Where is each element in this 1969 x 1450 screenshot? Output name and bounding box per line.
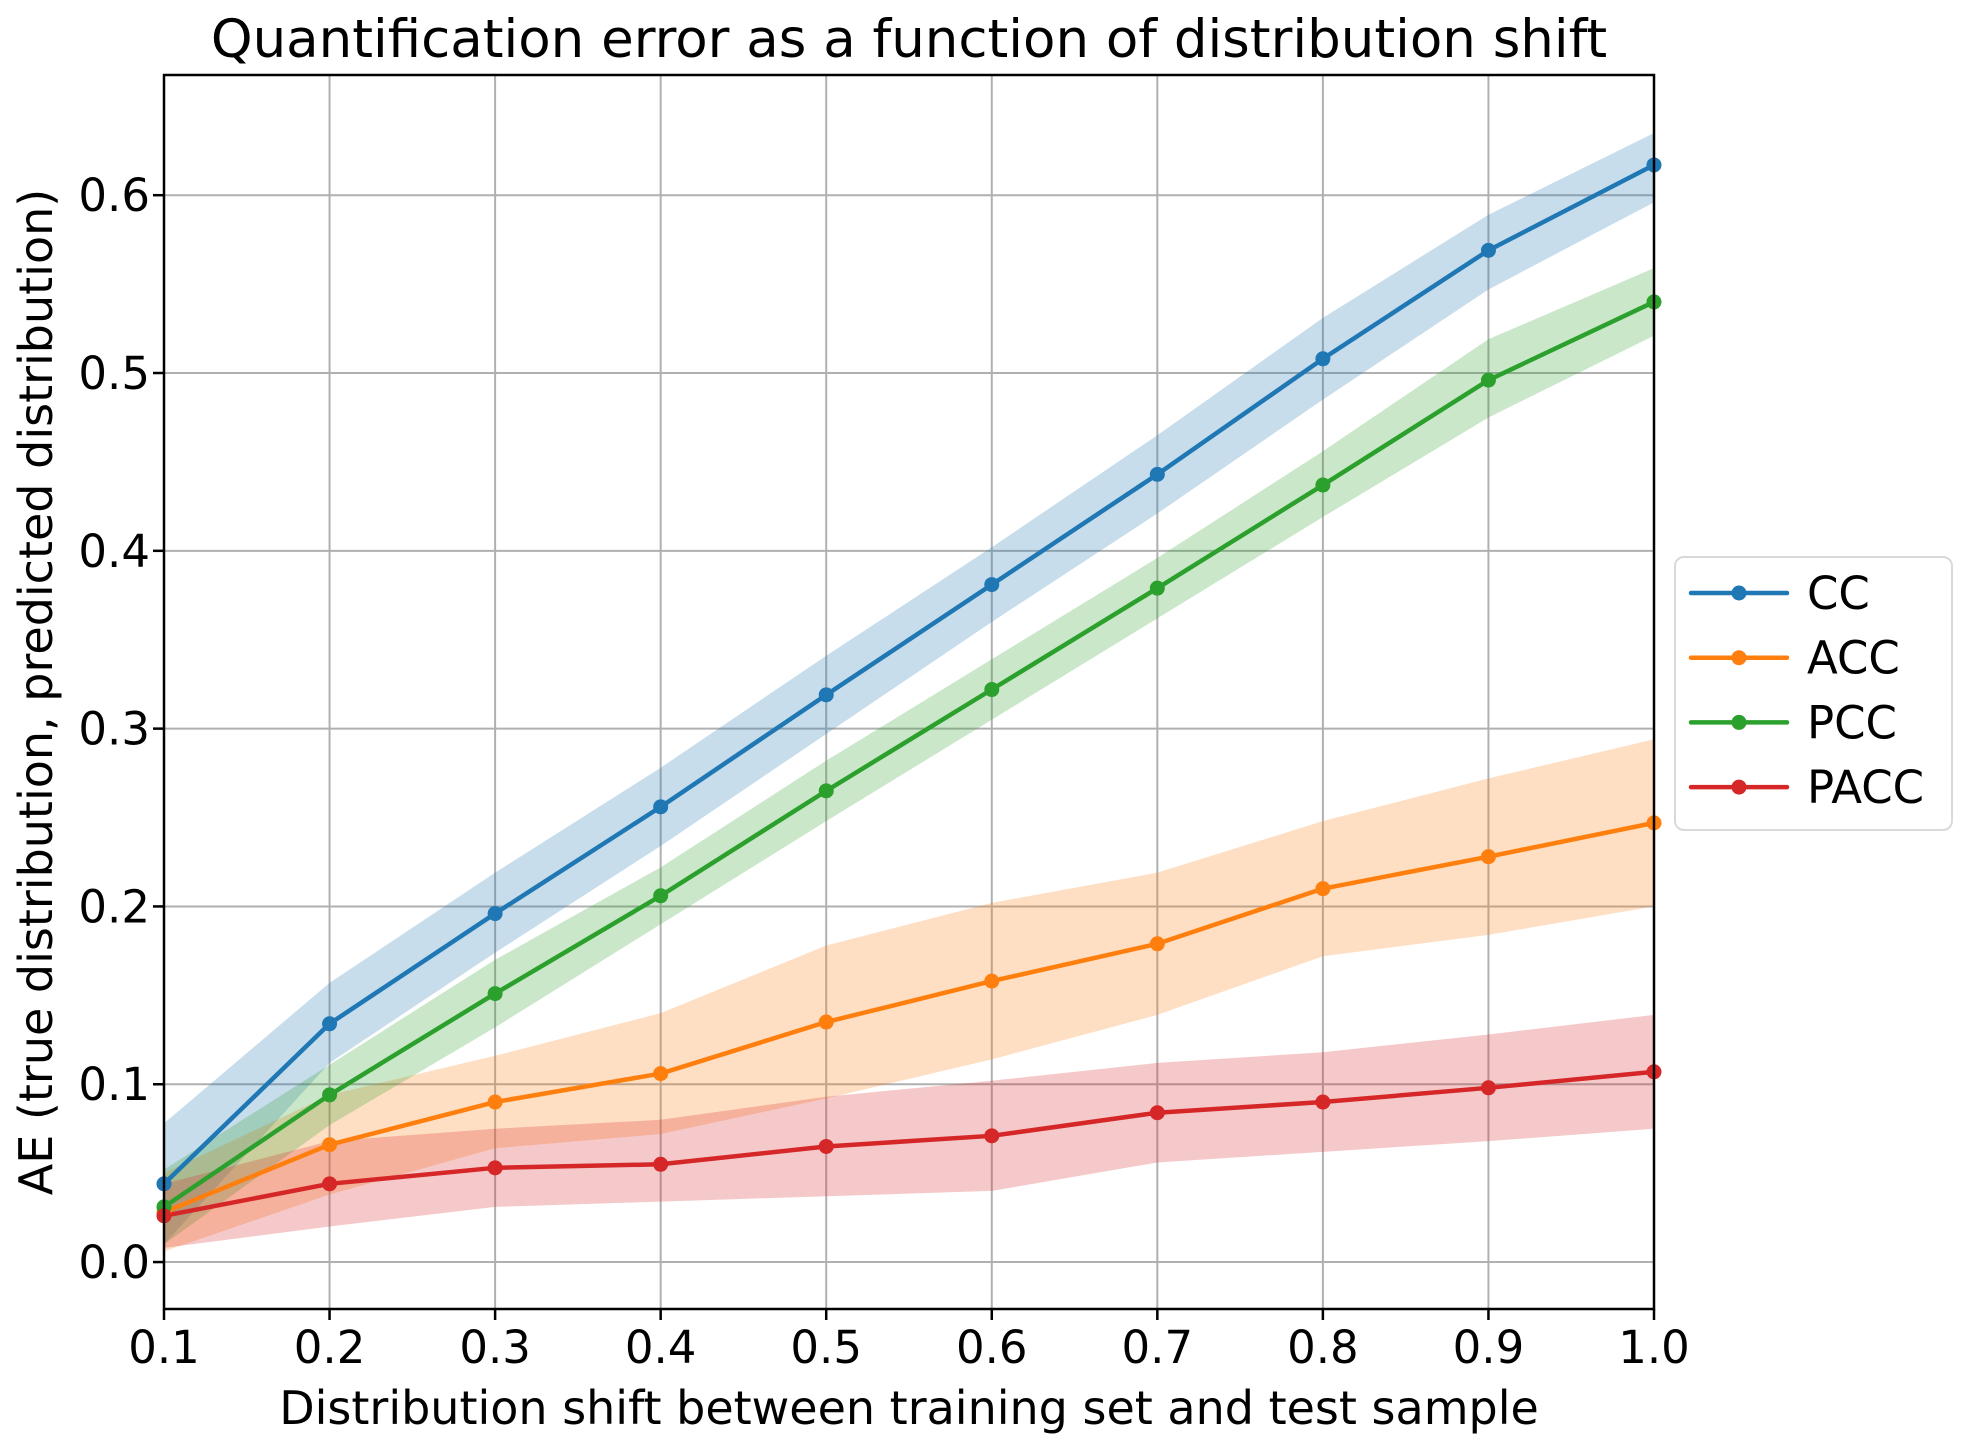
legend-label-PACC: PACC: [1807, 761, 1924, 814]
y-tick-label-0.5: 0.5: [78, 347, 150, 400]
x-tick-label-0.5: 0.5: [790, 1321, 862, 1374]
legend-marker-CC: [1731, 585, 1747, 601]
series-ACC-point-5: [984, 973, 1000, 989]
series-PACC-point-7: [1315, 1094, 1331, 1110]
legend-label-PCC: PCC: [1807, 696, 1897, 749]
series-PCC-point-7: [1315, 477, 1331, 493]
y-tick-label-0.6: 0.6: [78, 169, 150, 222]
series-PCC-point-5: [984, 682, 1000, 698]
y-tick-label-0.2: 0.2: [78, 880, 150, 933]
series-PACC-line: [161, 1069, 1657, 1219]
y-tick-label-0.0: 0.0: [78, 1236, 150, 1289]
legend-marker-PCC: [1731, 714, 1747, 730]
series-ACC-point-4: [818, 1014, 834, 1030]
lines-group: [161, 162, 1657, 1219]
spines-group: [162, 73, 1656, 1311]
ticks-group: [153, 193, 1656, 1320]
x-tick-label-0.1: 0.1: [128, 1321, 200, 1374]
y-tick-label-0.1: 0.1: [78, 1058, 150, 1111]
series-PCC-point-3: [653, 888, 669, 904]
series-PCC-point-6: [1149, 580, 1165, 596]
series-PACC-point-6: [1149, 1105, 1165, 1121]
x-tick-label-0.8: 0.8: [1287, 1321, 1359, 1374]
series-PCC-point-1: [322, 1087, 338, 1103]
series-ACC-point-8: [1480, 849, 1496, 865]
y-axis-label: AE (true distribution, predicted distrib…: [9, 189, 63, 1195]
tick-labels-group: 0.1 0.2 0.3 0.4 0.5 0.6 0.7 0.8 0.9 1.0 0.0 0.1 0.2 0…: [78, 169, 1689, 1374]
x-tick-label-0.7: 0.7: [1122, 1321, 1194, 1374]
series-PACC-point-2: [487, 1160, 503, 1176]
series-PACC-point-5: [984, 1128, 1000, 1144]
series-ACC-point-1: [322, 1137, 338, 1153]
x-tick-label-0.3: 0.3: [459, 1321, 531, 1374]
series-PCC-point-4: [818, 783, 834, 799]
series-CC-point-5: [984, 577, 1000, 593]
legend: CC ACC PCC PACC: [1674, 556, 1953, 831]
y-tick-label-0.3: 0.3: [78, 703, 150, 756]
axes-box: [162, 73, 1656, 1311]
series-CC-point-8: [1480, 242, 1496, 258]
series-PACC-point-4: [818, 1138, 834, 1154]
y-tick-label-0.4: 0.4: [78, 525, 150, 578]
chart-title: Quantification error as a function of di…: [211, 9, 1607, 70]
series-PCC-point-8: [1480, 372, 1496, 388]
series-CC-point-2: [487, 906, 503, 922]
legend-marker-ACC: [1731, 650, 1747, 666]
series-PACC-band: [164, 1014, 1654, 1248]
series-ACC-band: [164, 739, 1654, 1252]
x-tick-label-0.6: 0.6: [956, 1321, 1028, 1374]
legend-marker-PACC: [1731, 779, 1747, 795]
x-axis-label: Distribution shift between training set …: [279, 1381, 1539, 1435]
legend-label-CC: CC: [1807, 567, 1870, 620]
series-CC-point-4: [818, 687, 834, 703]
x-tick-label-0.2: 0.2: [294, 1321, 366, 1374]
series-CC-point-6: [1149, 466, 1165, 482]
series-PCC-line: [161, 299, 1657, 1210]
series-PACC-point-3: [653, 1156, 669, 1172]
series-ACC-point-3: [653, 1066, 669, 1082]
series-CC-point-7: [1315, 351, 1331, 367]
series-PACC-point-1: [322, 1176, 338, 1192]
series-ACC-point-2: [487, 1094, 503, 1110]
legend-box: [1674, 556, 1953, 831]
series-PCC-point-2: [487, 986, 503, 1002]
x-tick-label-0.4: 0.4: [625, 1321, 697, 1374]
series-CC-point-3: [653, 799, 669, 815]
series-ACC-point-7: [1315, 881, 1331, 897]
series-ACC-point-6: [1149, 936, 1165, 952]
x-tick-label-1.0: 1.0: [1618, 1321, 1690, 1374]
x-tick-label-0.9: 0.9: [1453, 1321, 1525, 1374]
series-CC-band: [164, 132, 1654, 1245]
series-ACC-line: [161, 820, 1657, 1215]
series-CC-point-1: [322, 1016, 338, 1032]
series-CC-line: [161, 162, 1657, 1187]
legend-label-ACC: ACC: [1807, 632, 1900, 685]
series-PACC-point-8: [1480, 1080, 1496, 1096]
